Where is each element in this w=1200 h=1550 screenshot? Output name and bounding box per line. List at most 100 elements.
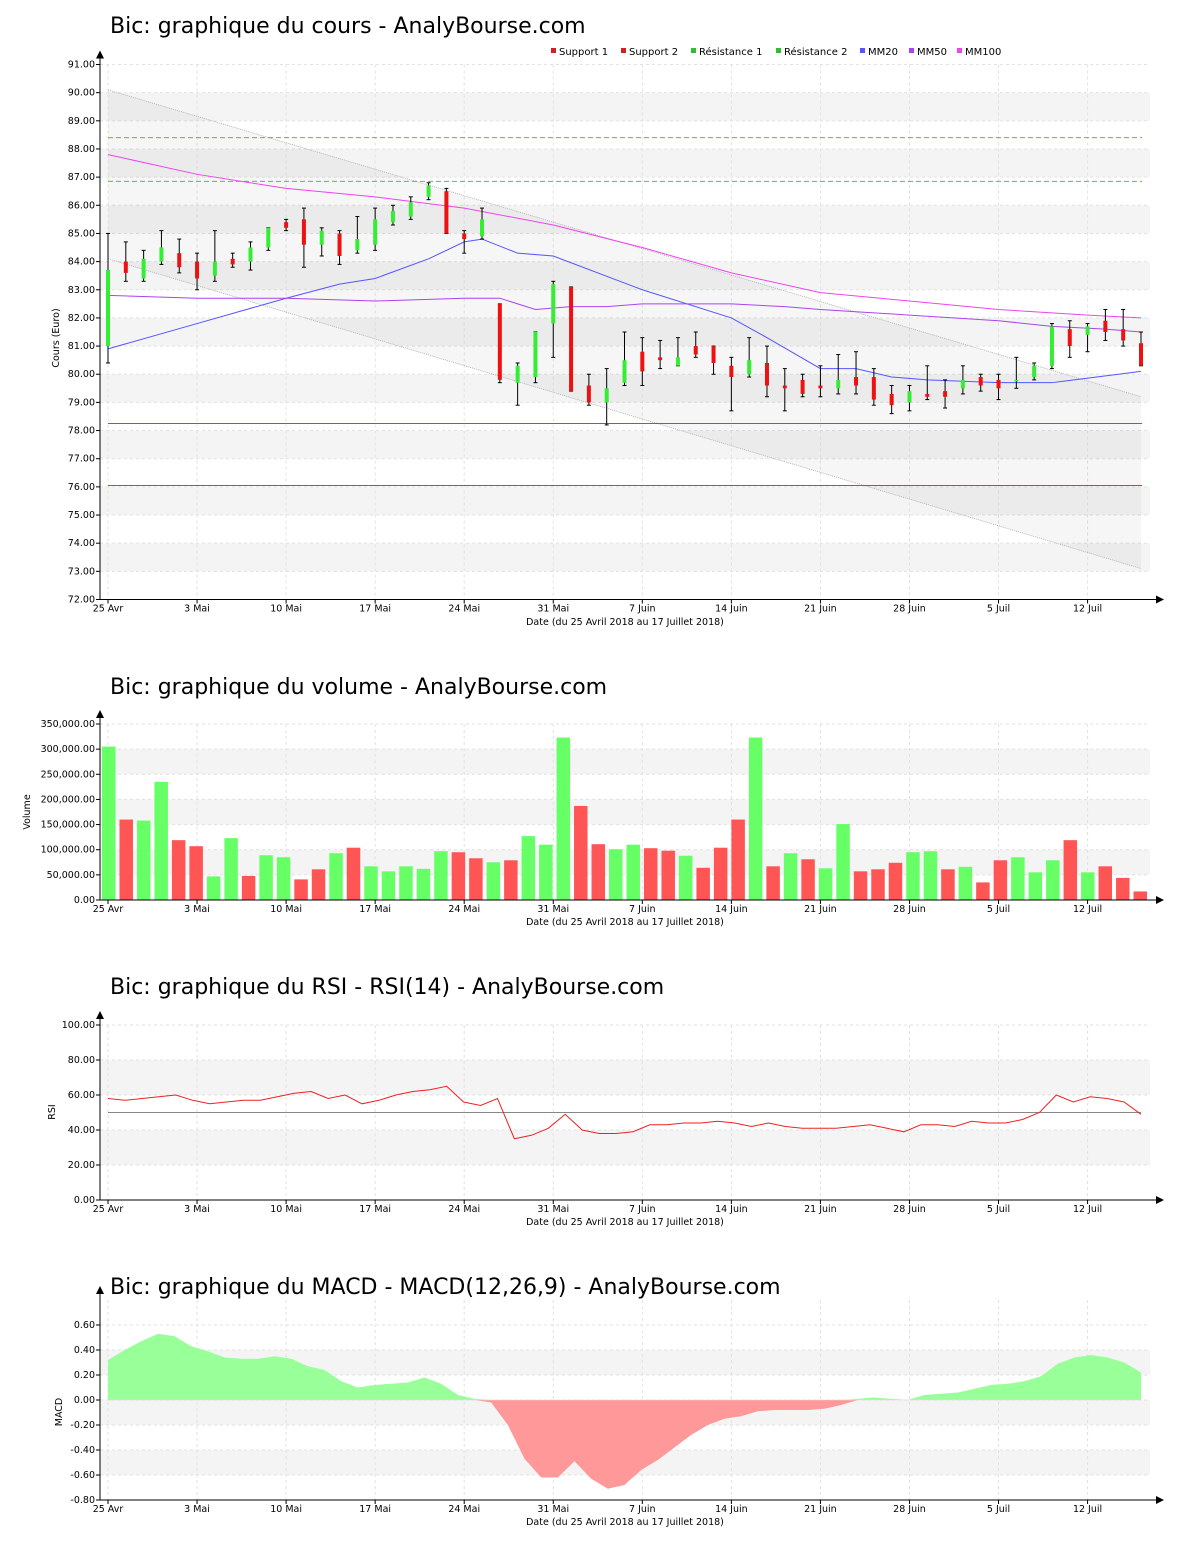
volume-bar [643,848,658,900]
volume-x-tick-label: 5 Juil [987,904,1010,915]
macd-positive-area [108,1333,1141,1400]
price-candle-body [1067,329,1072,347]
price-candle [978,373,983,392]
volume-y-tick-label: 0.00 [74,895,95,906]
macd-y-tick-label: 0.00 [74,1395,95,1406]
price-channel-lower [107,258,1142,569]
price-candle-body [248,247,253,262]
price-candle [1139,331,1143,367]
price-candle-body [1085,326,1090,335]
macd-x-tick-label: 31 Mai [537,1504,569,1515]
price-band [100,543,1150,572]
volume-bar [941,869,955,900]
price-candle-body [195,261,200,279]
price-legend-swatch [860,48,865,53]
price-legend-swatch [621,48,626,53]
price-series-mm20 [107,238,1142,384]
macd-x-tick-label: 14 Juin [715,1504,748,1515]
volume-bar [259,855,273,900]
price-candle [996,373,1001,401]
price-band [100,486,1150,516]
volume-bar [276,857,291,900]
price-x-tick-label: 28 Juin [893,604,926,615]
price-candle-body [373,219,378,245]
macd-x-tick-label: 5 Juil [987,1504,1010,1515]
price-candle [1121,308,1126,347]
price-candle-body [106,270,110,347]
price-candle [266,227,271,251]
price-y-tick-label: 90.00 [68,88,95,99]
rsi-x-tick-label: 12 Juil [1073,1204,1102,1215]
price-candle-body [675,357,680,366]
price-candle [1032,362,1037,381]
volume-bar [818,868,833,900]
price-candle [462,230,467,254]
macd-y-arrow [96,1286,104,1294]
rsi-y-tick-label: 100.00 [62,1020,95,1031]
price-legend-swatch [691,48,696,53]
price-candle-body [640,351,645,372]
macd-y-tick-label: 0.60 [74,1320,95,1331]
volume-bar [713,847,728,900]
price-y-tick-label: 89.00 [68,116,95,127]
price-candle-body [996,379,1001,389]
volume-bar [556,737,571,900]
rsi-x-tick-label: 21 Juin [804,1204,837,1215]
volume-bar [1116,877,1130,900]
volume-bar [381,871,396,900]
price-candle [960,365,965,395]
price-candle [301,207,306,268]
price-candle-body [123,261,128,273]
price-candle [195,252,200,291]
rsi-y-tick-label: 0.00 [74,1195,95,1206]
volume-bar [976,882,990,900]
price-candle [177,238,182,274]
price-candle [319,227,324,257]
volume-axes: 0.00 50,000.00 100,000.00 150,000.00 200,000… [41,710,1164,915]
price-candle-body [159,247,164,262]
price-candle-body [978,377,983,386]
price-candle-body [462,233,467,240]
price-band [100,261,1150,290]
rsi-x-tick-label: 28 Juin [893,1204,926,1215]
volume-bar [1011,857,1025,900]
price-candle [764,345,769,398]
price-x-tick-label: 21 Juin [804,604,837,615]
macd-y-tick-label: -0.20 [70,1420,95,1431]
volume-bar [1028,872,1043,900]
price-candle-body [1139,343,1143,366]
price-candle-body [319,230,324,245]
price-candle [729,356,734,412]
volume-x-tick-label: 17 Mai [359,904,391,915]
volume-bar [521,836,536,900]
price-support-resistance [108,137,1142,486]
volume-bar [836,824,850,900]
price-candle [551,280,556,358]
price-candles [106,182,1143,426]
price-candle-body [337,233,342,256]
rsi-y-tick-label: 40.00 [68,1125,95,1136]
macd-chart-title: Bic: graphique du MACD - MACD(12,26,9) -… [110,1275,781,1300]
price-y-tick-label: 84.00 [68,257,95,268]
macd-axes: -0.80 -0.60 -0.40 -0.20 0.00 0.20 0.40 0.60 25 A… [70,1286,1164,1515]
volume-bar [189,846,203,900]
price-candle [497,303,502,384]
price-candle-body [693,346,698,355]
volume-bar [696,867,710,900]
price-candle [426,182,431,201]
price-candle [1049,323,1054,370]
price-candle-body [764,362,769,386]
price-y-tick-label: 75.00 [68,510,95,521]
price-candle-body [551,284,556,324]
volume-bands [100,723,1150,901]
price-candle [1067,320,1072,358]
price-candle [106,232,110,364]
price-candle [337,230,342,265]
volume-bar [416,868,431,900]
rsi-y-tick-label: 80.00 [68,1055,95,1066]
price-candle-body [800,379,805,394]
volume-y-tick-label: 250,000.00 [41,769,95,780]
volume-bar [766,866,780,900]
price-candle-body [444,191,449,234]
